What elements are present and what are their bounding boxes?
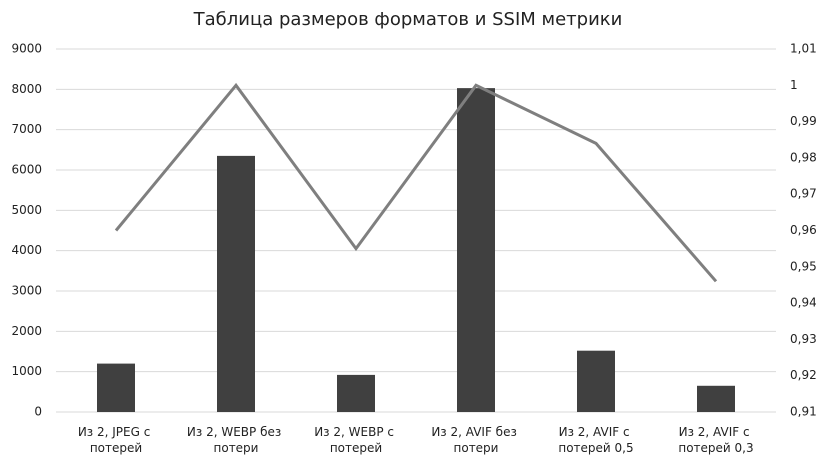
y2-tick-label: 0,98 xyxy=(790,150,816,164)
x-tick-label: Из 2, AVIF без потери xyxy=(431,425,520,455)
y-tick-label: 3000 xyxy=(11,284,42,298)
bar xyxy=(457,88,495,412)
x-tick-label: Из 2, JPEG с потерей xyxy=(78,425,154,455)
y2-tick-label: 0,92 xyxy=(790,368,816,382)
x-tick-label: Из 2, AVIF с потерей 0,5 xyxy=(558,425,633,455)
x-tick-label: Из 2, AVIF с потерей 0,3 xyxy=(678,425,753,455)
y2-tick-label: 0,94 xyxy=(790,296,816,310)
x-tick-label: Из 2, WEBP с потерей xyxy=(314,425,398,455)
bar xyxy=(97,363,135,412)
y-tick-label: 7000 xyxy=(11,122,42,136)
y2-tick-label: 0,97 xyxy=(790,187,816,201)
chart-title: Таблица размеров форматов и SSIM метрики xyxy=(193,9,623,30)
bar xyxy=(337,374,375,412)
bar xyxy=(217,155,255,412)
y-tick-label: 5000 xyxy=(11,203,42,217)
y-tick-label: 2000 xyxy=(11,324,42,338)
y2-tick-label: 0,99 xyxy=(790,114,816,128)
y2-tick-label: 1 xyxy=(790,78,798,92)
y-tick-label: 1000 xyxy=(11,364,42,378)
y-tick-label: 0 xyxy=(34,405,42,419)
bar xyxy=(697,385,735,412)
y-tick-label: 8000 xyxy=(11,82,42,96)
y-tick-label: 6000 xyxy=(11,163,42,177)
y2-tick-label: 0,95 xyxy=(790,259,816,273)
line xyxy=(114,82,718,283)
y-tick-label: 9000 xyxy=(11,42,42,56)
x-tick-label: Из 2, WEBP без потери xyxy=(187,425,285,455)
y2-tick-label: 0,93 xyxy=(790,332,816,346)
y2-tick-label: 0,96 xyxy=(790,223,816,237)
y-tick-label: 4000 xyxy=(11,243,42,257)
y2-tick-label: 1,01 xyxy=(790,42,816,56)
y2-tick-label: 0,91 xyxy=(790,405,816,419)
bar xyxy=(577,350,615,412)
